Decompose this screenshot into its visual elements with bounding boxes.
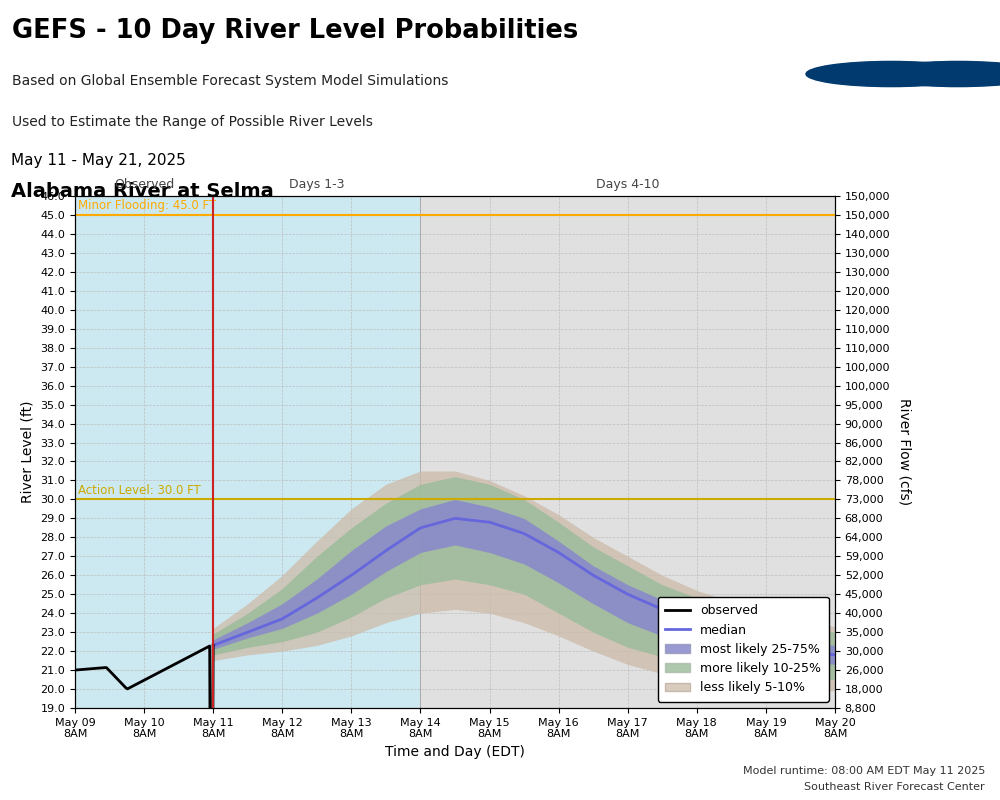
Text: Action Level: 30.0 FT: Action Level: 30.0 FT (78, 483, 201, 497)
Text: Used to Estimate the Range of Possible River Levels: Used to Estimate the Range of Possible R… (12, 115, 373, 130)
Text: Days 1-3: Days 1-3 (289, 178, 345, 191)
Y-axis label: River Flow (cfs): River Flow (cfs) (897, 398, 911, 506)
Y-axis label: River Level (ft): River Level (ft) (21, 401, 35, 503)
X-axis label: Time and Day (EDT): Time and Day (EDT) (385, 745, 525, 759)
Text: May 11 - May 21, 2025: May 11 - May 21, 2025 (11, 153, 186, 168)
Bar (213, 196, 420, 708)
Circle shape (806, 62, 976, 86)
Bar (75, 196, 213, 708)
Text: Model runtime: 08:00 AM EDT May 11 2025: Model runtime: 08:00 AM EDT May 11 2025 (743, 766, 985, 776)
Text: Minor Flooding: 45.0 FT: Minor Flooding: 45.0 FT (78, 199, 217, 212)
Bar (420, 196, 835, 708)
Text: GEFS - 10 Day River Level Probabilities: GEFS - 10 Day River Level Probabilities (12, 18, 578, 44)
Text: Based on Global Ensemble Forecast System Model Simulations: Based on Global Ensemble Forecast System… (12, 74, 448, 88)
Text: Southeast River Forecast Center: Southeast River Forecast Center (804, 782, 985, 792)
Text: Alabama River at Selma: Alabama River at Selma (11, 182, 274, 201)
Text: Days 4-10: Days 4-10 (596, 178, 659, 191)
Circle shape (873, 62, 1000, 86)
Legend: observed, median, most likely 25-75%, more likely 10-25%, less likely 5-10%: observed, median, most likely 25-75%, mo… (658, 597, 829, 702)
Text: Observed: Observed (114, 178, 174, 191)
